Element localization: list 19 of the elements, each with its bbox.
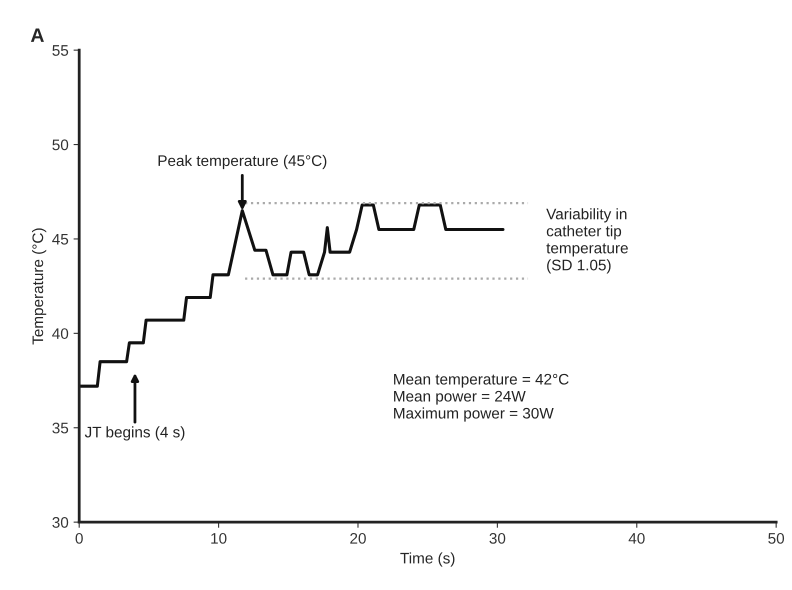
annotation: Peak temperature (45°C) [158,154,326,170]
y-tick-label: 45 [52,234,68,245]
x-tick-label: 10 [211,532,226,544]
x-tick-label: 0 [76,532,83,544]
y-tick-label: 30 [52,517,68,528]
annotation: Variability in catheter tip temperature (SD 1.05) [546,208,628,274]
x-tick-label: 50 [768,532,784,544]
x-tick-label: 40 [628,532,645,544]
x-axis-title: Time (s) [400,552,454,567]
x-tick-label: 30 [489,532,506,544]
y-tick-label: 35 [52,422,68,434]
y-tick-label: 40 [52,328,68,340]
annotation: Mean temperature = 42°C Mean power = 24W Maximum power = 30W [394,374,569,422]
chart-title: A [30,28,44,42]
y-tick-label: 55 [52,45,68,56]
y-axis-title: Temperature (°C) [32,228,46,344]
y-tick-label: 50 [52,139,68,150]
annotation: JT begins (4 s) [84,426,184,441]
x-tick-label: 20 [350,532,366,544]
